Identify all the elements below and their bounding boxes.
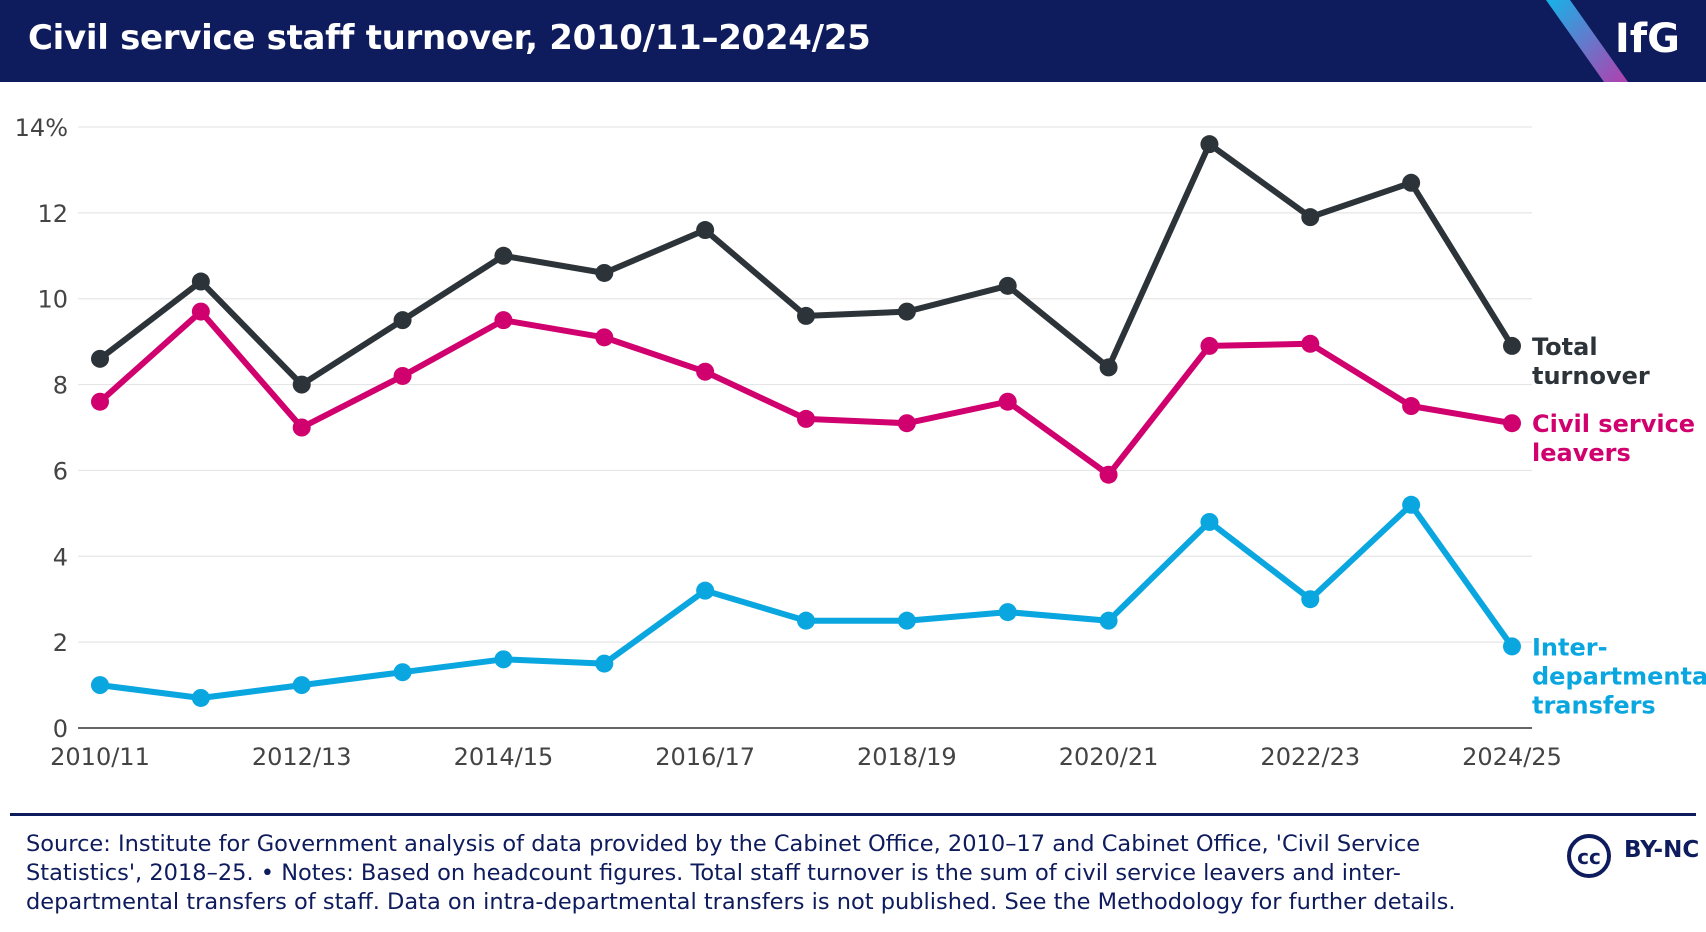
data-point [595,654,614,673]
data-point [393,663,412,682]
data-point [797,611,815,630]
y-tick-label: 4 [53,543,68,571]
data-point [1301,208,1320,227]
series-line [97,141,1515,388]
data-point [191,688,210,707]
x-tick-label: 2020/21 [1059,743,1159,771]
data-point [292,375,311,394]
data-point [1200,336,1219,355]
source-note: Source: Institute for Government analysi… [26,830,1466,917]
series-label: Inter-departmental transfers [1532,633,1706,719]
data-point [1503,414,1521,433]
data-point [696,581,715,600]
data-point [897,414,916,433]
y-tick-label: 14% [15,114,68,142]
y-tick-label: 6 [53,457,68,485]
x-tick-label: 2010/11 [50,743,150,771]
y-tick-label: 10 [37,286,68,314]
x-tick-label: 2014/15 [454,743,554,771]
data-point [998,276,1017,295]
data-point [1099,465,1118,484]
data-point [91,676,109,695]
data-point [1301,334,1320,353]
y-tick-label: 0 [53,715,68,743]
data-point [998,603,1017,622]
data-point [1099,358,1118,377]
x-tick-label: 2016/17 [655,743,755,771]
data-point [1402,495,1421,514]
data-point [393,311,412,330]
data-point [897,302,916,321]
y-tick-label: 2 [53,629,68,657]
series-label: Total turnover [1532,333,1650,390]
source-line-2: Statistics', 2018–25. • Notes: Based on … [26,860,1401,886]
line-chart: 0 2 4 6 8 10 12 14% 2010/11 2012/13 2014/15 2016/17… [15,114,1706,771]
data-point [1200,512,1219,531]
creative-commons-icon: cc [1567,834,1611,878]
data-point [191,302,210,321]
data-point [595,328,614,347]
y-tick-label: 8 [53,372,68,400]
data-point [595,263,614,282]
cc-badge-text: cc [1577,845,1601,869]
data-point [292,676,311,695]
series-label: Civil service leavers [1532,410,1695,467]
data-point [292,418,311,437]
data-point [897,611,916,630]
ifg-logo: IfG [1614,16,1680,62]
data-point [696,362,715,381]
data-point [494,246,513,265]
source-line-1: Source: Institute for Government analysi… [26,831,1421,857]
data-point [1099,611,1118,630]
data-point [494,650,513,669]
logo-stripe-icon [1546,0,1628,82]
source-line-3: departmental transfers of staff. Data on… [26,889,1456,915]
series-line [97,501,1515,701]
data-point [696,221,715,240]
data-point [393,366,412,385]
chart-title: Civil service staff turnover, 2010/11–20… [28,18,871,58]
x-tick-label: 2012/13 [252,743,352,771]
chart-header: Civil service staff turnover, 2010/11–20… [0,0,1706,82]
data-point [1503,637,1521,656]
data-point [91,349,109,368]
data-point [191,272,210,291]
data-point [494,311,513,330]
x-tick-label: 2024/25 [1462,743,1562,771]
x-tick-label: 2022/23 [1260,743,1360,771]
x-tick-label: 2018/19 [857,743,957,771]
license-label: BY-NC [1624,837,1700,863]
data-point [1200,135,1219,154]
footer-divider [10,813,1696,816]
data-point [1402,173,1421,192]
data-point [998,392,1017,411]
y-tick-label: 12 [37,200,68,228]
data-point [797,306,815,325]
data-point [1503,336,1521,355]
data-point [1402,397,1421,416]
data-point [1301,590,1320,609]
series-line [97,308,1515,478]
data-point [797,409,815,428]
data-point [91,392,109,411]
